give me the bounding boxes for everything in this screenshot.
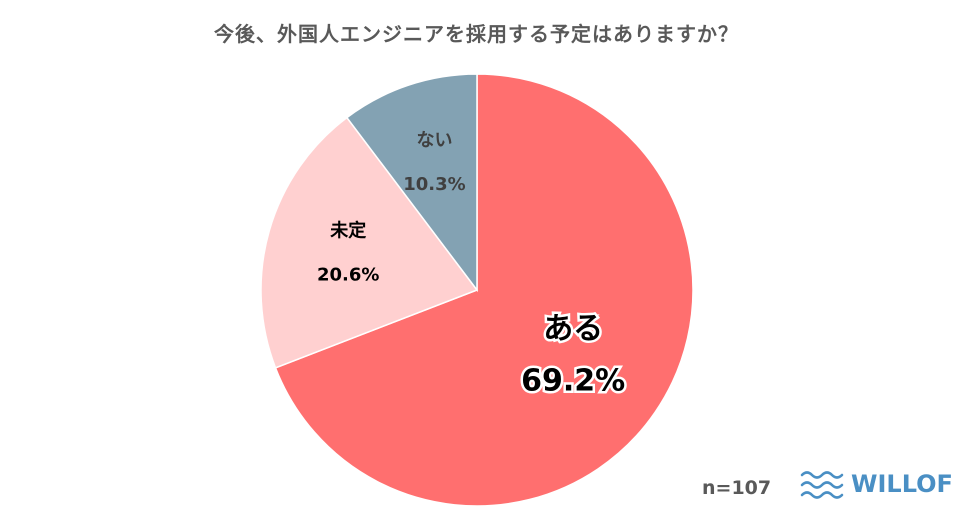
sample-size-label: n=107 <box>702 477 772 499</box>
pie-slice-2 <box>260 116 479 369</box>
slice-value-3: 10.3% <box>403 174 465 195</box>
willof-logo-icon <box>800 471 844 499</box>
brand-name: WILLOF <box>851 470 953 498</box>
slice-label-2: 未定 <box>330 219 366 241</box>
pie-slice-3 <box>345 73 478 293</box>
pie-slice-1 <box>274 73 694 507</box>
chart-title: 今後、外国人エンジニアを採用する予定はありますか？ <box>214 22 739 46</box>
slice-value-1: 69.2% <box>521 363 625 398</box>
slice-label-3: ない <box>416 130 452 151</box>
slice-label-1: ある <box>543 311 603 346</box>
slice-value-2: 20.6% <box>317 264 379 285</box>
